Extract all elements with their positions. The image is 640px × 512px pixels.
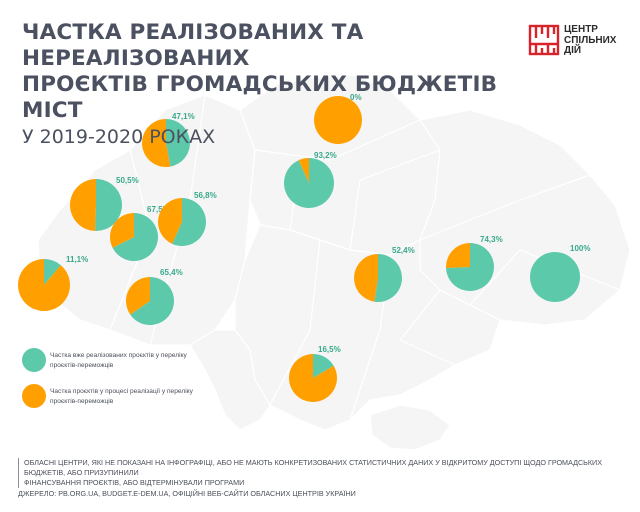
pie-chart: 74,3%	[446, 235, 503, 291]
title-block: ЧАСТКА РЕАЛІЗОВАНИХ ТА НЕРЕАЛІЗОВАНИХ ПР…	[22, 20, 522, 150]
pie-slice-implemented	[172, 198, 206, 247]
logo-text: ЦЕНТР СПІЛЬНИХ ДІЙ	[564, 24, 624, 57]
pie-slice-in-progress	[126, 277, 150, 315]
pie-percent-label: 0%	[350, 93, 362, 102]
pie-percent-label: 56,8%	[194, 191, 217, 200]
pie-percent-label: 65,4%	[160, 268, 183, 277]
logo-mark-icon	[528, 24, 560, 56]
legend-text-in-progress: Частка проєктів у процесі реалізації у п…	[50, 387, 280, 407]
pie-slice-in-progress	[18, 259, 71, 312]
logo-line-3: ДІЙ	[564, 45, 582, 56]
pie-percent-label: 16,5%	[318, 345, 341, 354]
legend-swatch-implemented	[22, 348, 46, 372]
pie-slice-implemented	[44, 259, 61, 285]
pie-chart: 67,5%	[109, 205, 170, 261]
pie-slice-in-progress	[157, 198, 182, 244]
pie-chart: 47,1%	[142, 112, 195, 167]
pie-slice-in-progress	[446, 243, 470, 269]
logo-line-2: СПІЛЬНИХ	[564, 34, 617, 46]
chart-subtitle: У 2019-2020 РОКАХ	[22, 126, 216, 148]
pie-slice-in-progress	[314, 96, 362, 144]
footnote: Обласні центри, які не показані на інфог…	[18, 458, 629, 488]
map-region-southwest	[189, 329, 271, 431]
footnote-line-1: Обласні центри, які не показані на інфог…	[24, 458, 603, 477]
legend-in-progress-line-2: проєктів-переможців	[50, 398, 114, 405]
pie-slice-in-progress	[142, 119, 171, 167]
pie-slice-implemented	[166, 119, 191, 167]
pie-percent-label: 93,2%	[314, 151, 337, 160]
pie-chart: 16,5%	[288, 345, 341, 402]
logo-line-1: ЦЕНТР	[564, 24, 598, 35]
pie-slice-implemented	[95, 179, 123, 232]
legend-in-progress-line-1: Частка проєктів у процесі реалізації у п…	[50, 388, 193, 395]
pie-slice-implemented	[446, 243, 494, 291]
pie-percent-label: 67,5%	[147, 205, 170, 214]
pie-chart: 56,8%	[157, 191, 217, 247]
pie-slice-implemented	[313, 354, 334, 378]
legend-swatch-in-progress	[22, 384, 46, 408]
pie-percent-label: 74,3%	[480, 235, 503, 244]
chart-title-line-1: ЧАСТКА РЕАЛІЗОВАНИХ ТА НЕРЕАЛІЗОВАНИХ	[22, 20, 364, 71]
legend-implemented-line-1: Частка вже реалізованих проєктів у перел…	[50, 352, 187, 359]
pie-slice-implemented	[112, 213, 158, 261]
legend-item-implemented: Частка вже реалізованих проєктів у перел…	[22, 348, 282, 376]
pie-chart: 93,2%	[284, 151, 337, 208]
map-region-crimea	[369, 404, 451, 451]
legend: Частка вже реалізованих проєктів у перел…	[22, 348, 282, 420]
footnote-line-2: фінансування проєктів, або відтермінувал…	[24, 478, 245, 487]
pie-percent-label: 47,1%	[172, 112, 195, 121]
pie-slice-implemented	[130, 277, 175, 325]
pie-slice-implemented	[374, 254, 403, 302]
legend-item-in-progress: Частка проєктів у процесі реалізації у п…	[22, 384, 282, 412]
pie-percent-label: 50,5%	[116, 176, 139, 185]
logo: ЦЕНТР СПІЛЬНИХ ДІЙ	[528, 24, 623, 56]
pie-slice-in-progress	[288, 354, 337, 402]
pie-slice-in-progress	[70, 179, 96, 231]
pie-slice-in-progress	[354, 254, 378, 302]
legend-text-implemented: Частка вже реалізованих проєктів у перел…	[50, 351, 280, 371]
pie-chart: 11,1%	[18, 255, 88, 312]
pie-chart: 50,5%	[70, 176, 139, 232]
chart-title-line-2: ПРОЄКТІВ ГРОМАДСЬКИХ БЮДЖЕТІВ МІСТ	[22, 72, 498, 123]
pie-charts: 47,1% 0% 93,2% 50,5% 67,5% 56,8% 11,1% 65,4% 52,…	[18, 93, 590, 402]
pie-slice-in-progress	[109, 213, 134, 248]
pie-chart: 100%	[530, 244, 590, 302]
pie-slice-in-progress	[298, 158, 309, 183]
source-note: Джерело: pb.org.ua, budget.e-dem.ua, офі…	[18, 489, 356, 498]
pie-slice-implemented	[530, 252, 580, 302]
pie-chart: 65,4%	[126, 268, 183, 325]
legend-implemented-line-2: проєктів-переможців	[50, 362, 114, 369]
pie-percent-label: 100%	[570, 244, 590, 253]
pie-percent-label: 52,4%	[392, 246, 415, 255]
pie-chart: 52,4%	[354, 246, 415, 302]
pie-percent-label: 11,1%	[66, 255, 88, 264]
pie-chart: 0%	[314, 93, 362, 144]
